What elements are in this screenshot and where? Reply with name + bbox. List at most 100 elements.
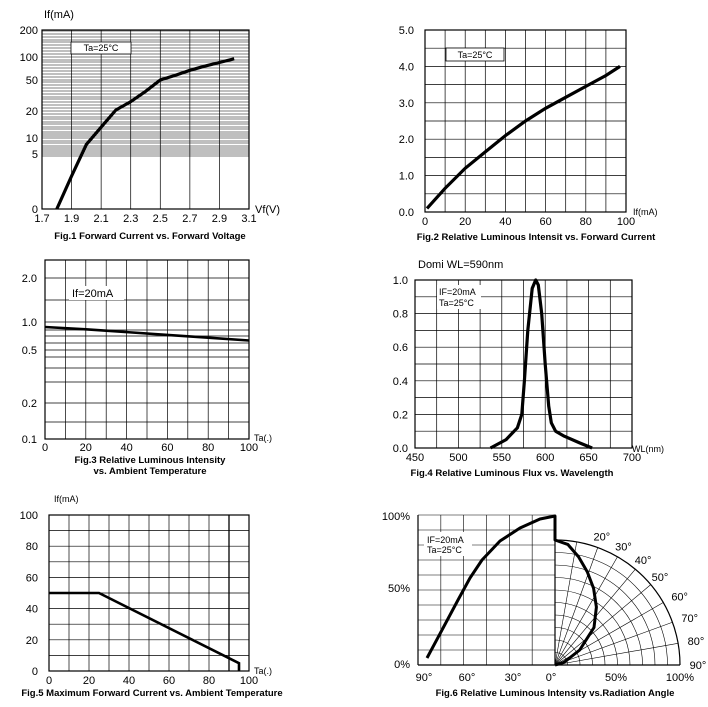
fig3-x-tick: 0 — [42, 442, 48, 454]
fig1-frame — [41, 29, 250, 210]
fig5-x-tick: 80 — [203, 675, 215, 687]
fig1-y-tick: 100 — [20, 52, 38, 64]
fig6-x-tick: 60° — [459, 672, 476, 684]
fig3-x-ticks: 0 20 40 60 80 100 — [42, 442, 258, 454]
fig3-condition: If=20mA — [72, 288, 114, 300]
fig2-xlabel: If(mA) — [633, 207, 658, 217]
fig2-y-tick: 5.0 — [399, 25, 414, 37]
fig5-y-ticks: 0 20 40 60 80 100 — [20, 510, 38, 678]
fig1-ylabel: If(mA) — [44, 9, 74, 21]
fig1-y-tick: 50 — [26, 75, 38, 87]
fig2-x-tick: 100 — [617, 216, 635, 228]
fig3-x-tick: 100 — [240, 442, 258, 454]
fig3-xlabel: Ta(.) — [254, 433, 272, 443]
fig6-angle-tick: 50° — [652, 572, 669, 584]
fig3-x-tick: 60 — [161, 442, 173, 454]
fig4-condition: IF=20mA — [439, 287, 476, 297]
fig6-angle-tick: 20° — [594, 531, 611, 543]
fig4-x-tick: 600 — [536, 452, 554, 464]
fig1-y-tick: 200 — [20, 25, 38, 37]
fig1-x-tick: 1.9 — [64, 213, 79, 225]
fig6-angle-tick: 70° — [681, 613, 698, 625]
fig4-header: Domi WL=590nm — [418, 259, 503, 271]
fig1-x-tick: 2.1 — [93, 213, 108, 225]
fig2-x-tick: 20 — [459, 216, 471, 228]
fig6-angle-ticks: 20° 30°40°50°60° 70° 80° 90° — [594, 531, 707, 672]
fig6-title: Fig.6 Relative Luminous Intensity vs.Rad… — [436, 688, 675, 699]
fig4-series-line — [489, 278, 593, 450]
fig2-condition-box — [445, 47, 505, 62]
fig6-grid-arc — [554, 589, 631, 666]
fig6-grid-arc — [554, 614, 606, 666]
fig6-series-line — [425, 514, 598, 667]
fig2-x-tick: 80 — [580, 216, 592, 228]
fig6-x-tick: 100% — [666, 672, 694, 684]
fig5-y-tick: 20 — [26, 635, 38, 647]
fig4-x-tick: 450 — [406, 452, 424, 464]
fig6-grid-ray — [554, 584, 651, 666]
fig6-x-tick: 90° — [416, 672, 433, 684]
fig5-xlabel: Ta(.) — [254, 666, 272, 676]
fig6-y-tick: 50% — [388, 583, 410, 595]
fig3-title-line2: vs. Ambient Temperature — [94, 466, 207, 477]
fig6-x-tick: 0° — [546, 672, 557, 684]
fig4-spectrum-chart: 450 500 550 600 650 700 0.0 0.2 0.4 0.6 0.8 1.0 IF… — [393, 259, 664, 479]
fig1-x-tick: 2.5 — [153, 213, 168, 225]
fig5-y-tick: 40 — [26, 604, 38, 616]
fig4-y-tick: 0.8 — [393, 309, 408, 321]
fig3-y-ticks: 0.1 0.2 0.5 1.0 2.0 — [22, 273, 37, 446]
fig2-luminous-intensity-chart: 0 20 40 60 80 100 0.01.02.03.04.05.0 Ta=25°C … — [399, 25, 658, 243]
fig4-y-ticks: 0.0 0.2 0.4 0.6 0.8 1.0 — [393, 275, 408, 455]
fig5-y-tick: 60 — [26, 572, 38, 584]
fig6-grid-ray — [554, 541, 578, 666]
fig2-series-line — [425, 65, 621, 210]
fig3-x-tick: 20 — [80, 442, 92, 454]
fig6-grid-ray — [554, 556, 618, 666]
fig1-x-tick: 2.3 — [123, 213, 138, 225]
fig3-y-tick: 0.2 — [22, 398, 37, 410]
fig4-x-tick: 650 — [579, 452, 597, 464]
fig3-y-tick: 1.0 — [22, 317, 37, 329]
fig6-condition-box — [424, 532, 472, 556]
fig1-title: Fig.1 Forward Current vs. Forward Voltag… — [54, 231, 245, 242]
fig2-title: Fig.2 Relative Luminous Intensit vs. For… — [417, 232, 656, 243]
fig5-derating-chart: 0 20 40 60 80 100 0 20 40 60 80 100 If(mA) Ta(.) F… — [20, 494, 283, 699]
fig6-grid-ray — [554, 642, 679, 666]
fig6-angle-tick: 60° — [671, 592, 688, 604]
fig2-y-tick: 2.0 — [399, 134, 414, 146]
fig5-x-ticks: 0 20 40 60 80 100 — [46, 675, 258, 687]
fig4-y-tick: 0.4 — [393, 376, 408, 388]
fig1-y-tick: 10 — [26, 133, 38, 145]
fig3-y-tick: 2.0 — [22, 273, 37, 285]
fig4-condition-box — [437, 285, 481, 309]
fig2-y-tick: 4.0 — [399, 61, 414, 73]
fig2-condition: Ta=25°C — [458, 50, 493, 60]
fig5-x-tick: 60 — [163, 675, 175, 687]
fig2-y-ticks: 0.0 1.0 2.0 3.0 4.0 5.0 — [399, 25, 414, 219]
fig3-y-tick: 0.1 — [22, 434, 37, 446]
fig3-x-tick: 40 — [120, 442, 132, 454]
fig1-condition-box — [70, 41, 132, 55]
fig1-x-tick: 1.7 — [34, 213, 49, 225]
fig3-y-tick: 0.5 — [22, 345, 37, 357]
fig4-xlabel: WL(nm) — [632, 444, 664, 454]
fig1-y-ticks: 0 5 10 20 50 100 200 — [20, 25, 38, 216]
fig6-angle-tick: 90° — [690, 660, 707, 672]
fig2-y-tick: 3.0 — [399, 98, 414, 110]
fig6-angle-tick: 30° — [615, 541, 632, 553]
fig6-y-tick: 100% — [382, 511, 410, 523]
fig6-grid-arc — [554, 652, 568, 666]
fig4-title: Fig.4 Relative Luminous Flux vs. Wavelen… — [411, 468, 614, 479]
fig5-y-tick: 0 — [32, 666, 38, 678]
fig1-series-line — [55, 57, 235, 210]
fig3-frame — [44, 259, 250, 440]
fig6-condition2: Ta=25°C — [427, 545, 462, 555]
fig5-ylabel: If(mA) — [54, 494, 79, 504]
fig1-x-tick: 2.9 — [212, 213, 227, 225]
fig5-title: Fig.5 Maximum Forward Current vs. Ambien… — [21, 688, 282, 699]
fig2-x-tick: 0 — [422, 216, 428, 228]
fig4-y-tick: 0.6 — [393, 342, 408, 354]
fig5-x-tick: 20 — [83, 675, 95, 687]
fig6-grid-arc — [554, 577, 643, 666]
